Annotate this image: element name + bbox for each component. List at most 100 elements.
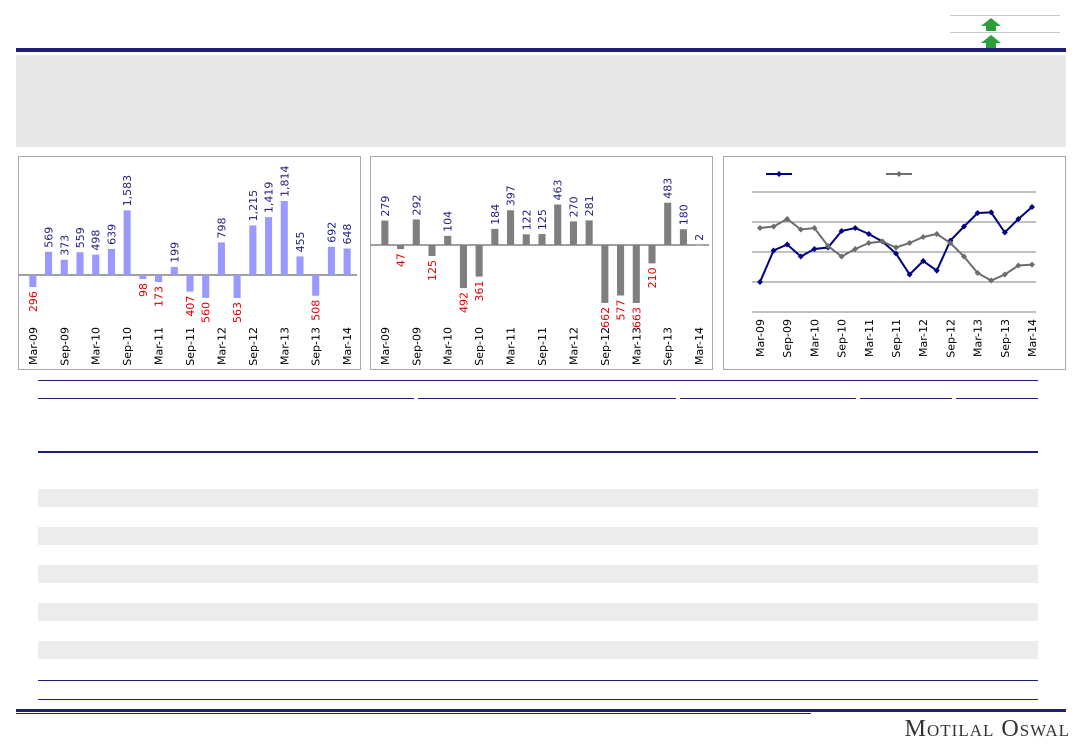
data-label: 648 — [341, 224, 354, 245]
data-label: 508 — [310, 300, 323, 321]
data-point — [974, 270, 981, 276]
bar — [92, 254, 100, 275]
data-label: 104 — [442, 211, 455, 232]
data-point — [784, 241, 791, 248]
data-point — [757, 279, 763, 285]
legend-marker — [896, 171, 902, 177]
bar — [632, 245, 640, 304]
data-label: 1,215 — [247, 190, 260, 222]
up-arrow-icon — [981, 35, 1001, 48]
legend-marker — [776, 171, 782, 177]
data-point — [920, 258, 927, 264]
tick-label: Mar-13 — [630, 327, 643, 365]
data-label: 47 — [395, 253, 408, 267]
data-point — [1015, 262, 1022, 269]
data-label: 122 — [520, 209, 533, 230]
bar — [428, 245, 436, 256]
table-top-rule — [38, 380, 1038, 381]
bar-chart-1: 296 569 373 559 498 639 1,583 98 173 199 407 560 798… — [19, 165, 357, 366]
data-label: 492 — [457, 292, 470, 313]
data-point — [770, 247, 777, 254]
data-point — [1001, 271, 1008, 278]
top-rule — [16, 48, 1066, 52]
bar — [601, 245, 609, 303]
chart-panel-3: Mar-09 Sep-09 Mar-10 Sep-10 Mar-11 Sep-11 Mar-… — [723, 156, 1066, 370]
data-point — [974, 210, 981, 216]
data-point — [838, 228, 845, 234]
bar — [202, 275, 210, 298]
data-label: 798 — [215, 217, 228, 238]
bar — [327, 246, 335, 275]
data-label: 2 — [693, 234, 706, 241]
tick-label: Sep-11 — [536, 327, 549, 366]
data-point — [893, 250, 899, 257]
data-label: 1,814 — [278, 165, 291, 197]
tick-label: Sep-12 — [944, 319, 957, 358]
tick-label: Mar-09 — [379, 327, 392, 365]
data-label: 639 — [105, 224, 118, 245]
footer-rule — [16, 709, 1066, 712]
tick-label: Mar-14 — [693, 327, 706, 365]
data-label: 1,583 — [121, 175, 134, 207]
bar — [29, 275, 37, 288]
data-point — [879, 238, 886, 245]
data-point — [1029, 204, 1035, 210]
data-label: 281 — [583, 195, 596, 216]
table-total-rule — [38, 680, 1038, 681]
tick-label: Mar-10 — [442, 327, 455, 365]
tick-label: Mar-13 — [972, 319, 985, 357]
data-label: 199 — [168, 242, 181, 263]
data-label: 210 — [646, 267, 659, 288]
data-label: 692 — [325, 222, 338, 243]
data-label: 407 — [184, 296, 197, 317]
bar — [217, 242, 225, 275]
tick-label: Mar-09 — [754, 319, 767, 357]
tick-label: Sep-09 — [410, 327, 423, 366]
bar — [585, 220, 593, 245]
tick-label: Sep-09 — [58, 327, 71, 366]
bar — [412, 219, 420, 245]
bar — [60, 259, 68, 275]
table-row — [38, 489, 1038, 507]
data-point — [1001, 229, 1008, 236]
data-point — [797, 253, 804, 260]
bar — [444, 235, 452, 245]
tick-label: Mar-11 — [863, 319, 876, 357]
data-label: 270 — [567, 196, 580, 217]
tick-label: Sep-13 — [999, 319, 1012, 358]
data-label: 361 — [473, 281, 486, 302]
data-point — [811, 246, 818, 252]
data-point — [852, 246, 859, 252]
data-label: 373 — [58, 235, 71, 256]
data-point — [1029, 261, 1035, 268]
line-chart: Mar-09 Sep-09 Mar-10 Sep-10 Mar-11 Sep-11 Mar-… — [752, 171, 1039, 358]
tick-label: Mar-12 — [215, 327, 228, 365]
data-point — [852, 225, 859, 231]
tick-label: Sep-09 — [781, 319, 794, 358]
bar — [107, 248, 115, 275]
tick-label: Mar-14 — [341, 327, 354, 365]
table-group-rule-3 — [680, 398, 856, 399]
bar — [381, 220, 389, 245]
summary-band — [16, 55, 1066, 147]
bar — [617, 245, 625, 296]
data-label: 184 — [489, 204, 502, 225]
data-point — [933, 267, 940, 274]
bar — [123, 210, 131, 275]
data-point — [838, 253, 845, 260]
data-label: 559 — [74, 227, 87, 248]
bar — [679, 229, 687, 245]
table-row — [38, 641, 1038, 659]
table-group-rule-2 — [418, 398, 676, 399]
bar — [554, 204, 562, 245]
footer-rule-thin — [16, 713, 811, 714]
data-point — [933, 231, 940, 237]
data-label: 563 — [231, 302, 244, 323]
bar — [170, 266, 178, 275]
bar — [475, 245, 483, 277]
data-point — [961, 223, 967, 230]
tick-label: Mar-14 — [1026, 319, 1039, 357]
data-point — [906, 240, 913, 246]
tick-label: Mar-12 — [917, 319, 930, 357]
